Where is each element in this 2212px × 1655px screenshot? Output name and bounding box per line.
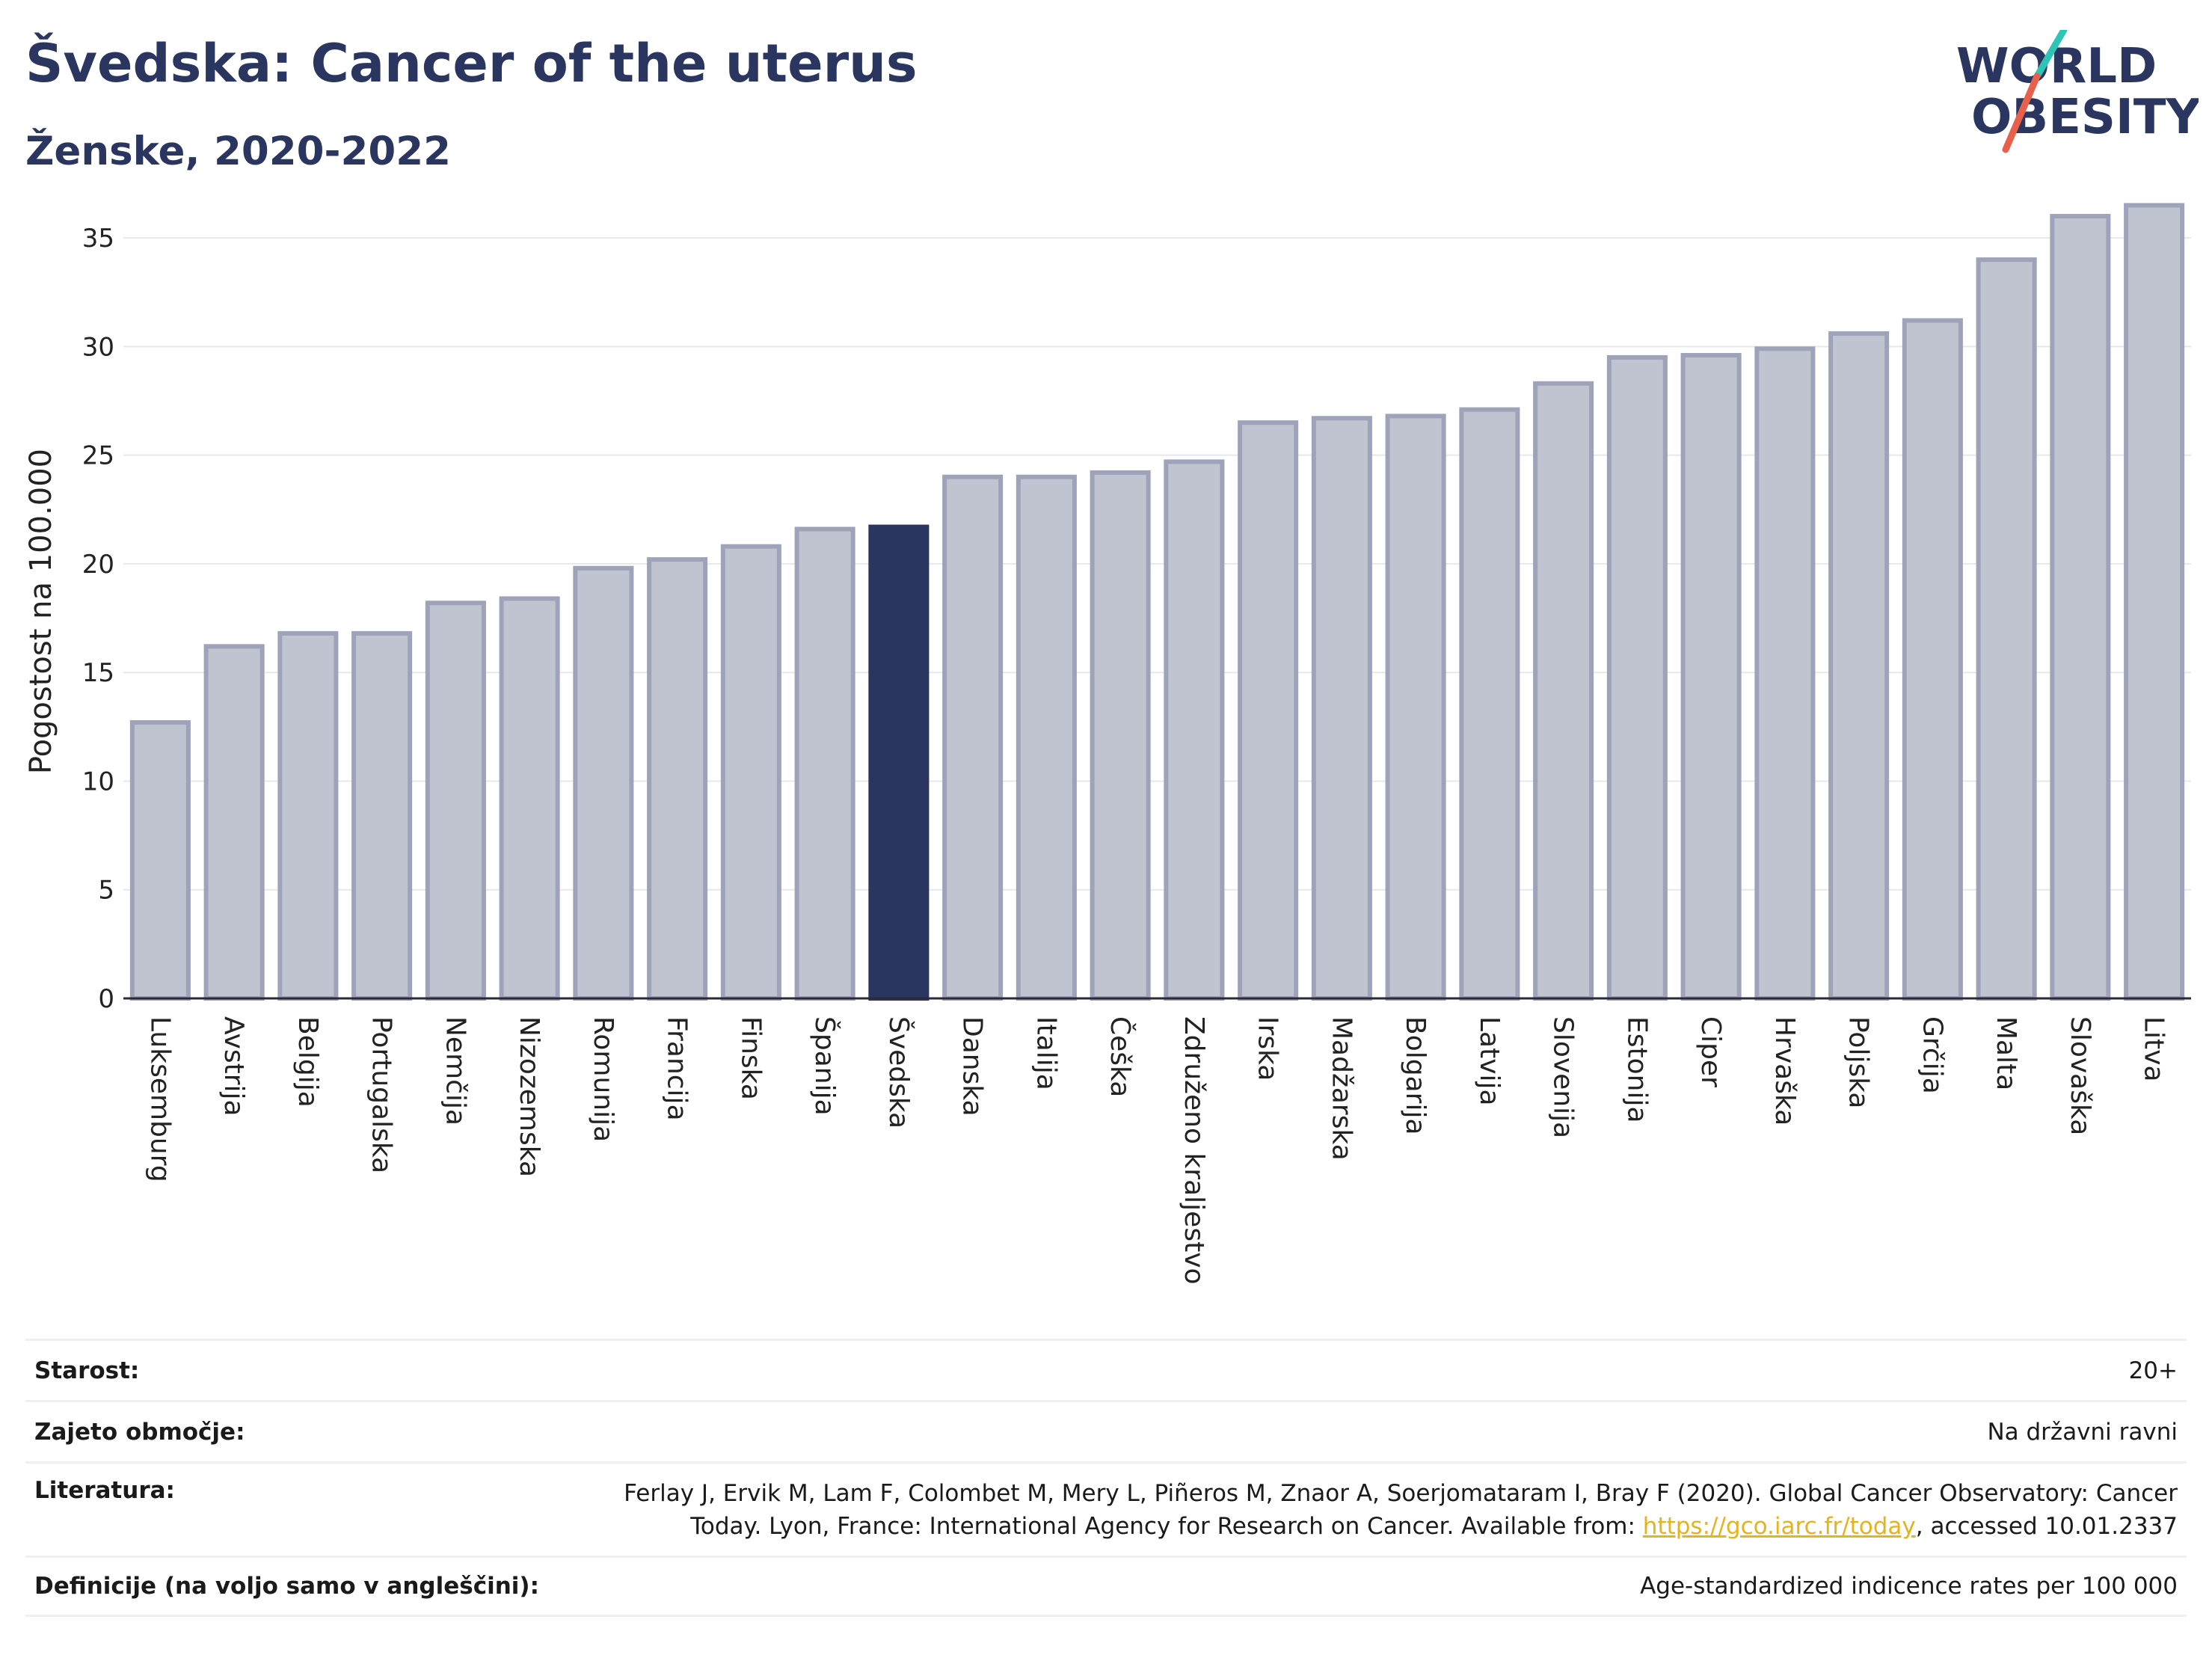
- bar-highlighted: [868, 524, 930, 1001]
- references-text-1: Ferlay J, Ervik M, Lam F, Colombet M, Me…: [624, 1480, 2178, 1540]
- bar: [2124, 203, 2185, 1001]
- bar: [351, 630, 413, 1001]
- y-axis-label: Pogostost na 100.000: [24, 449, 58, 774]
- bars: [129, 203, 2185, 1001]
- bar: [425, 601, 486, 1001]
- chart-title: Švedska: Cancer of the uterus: [25, 33, 918, 94]
- bar: [1902, 318, 1963, 1001]
- age-label: Starost:: [34, 1357, 140, 1384]
- logo-slash-teal: [2033, 30, 2068, 80]
- x-category-label: Latvija: [1474, 1016, 1505, 1106]
- x-category-labels: Luksemburg Avstrija Belgija Portugalska Nemč…: [144, 1016, 2169, 1285]
- references-value: Ferlay J, Ervik M, Lam F, Colombet M, Me…: [585, 1477, 2178, 1543]
- bar-chart: 0 5 10 15 20 25 30 35 Luksemburg Avstrija Belgija…: [24, 203, 2191, 1285]
- definitions-value: Age-standardized indicence rates per 100…: [1640, 1573, 2178, 1600]
- x-category-label: Bolgarija: [1400, 1016, 1431, 1135]
- x-category-label: Litva: [2139, 1016, 2169, 1082]
- y-tick-label: 30: [82, 332, 114, 362]
- bar: [647, 557, 708, 1001]
- bar: [1606, 354, 1668, 1001]
- bar: [1459, 407, 1520, 1001]
- bar: [2050, 214, 2111, 1001]
- info-row-coverage: Zajeto območje: Na državni ravni: [25, 1400, 2187, 1461]
- y-tick-labels: 0 5 10 15 20 25 30 35: [82, 224, 114, 1014]
- x-category-label: Združeno kraljestvo: [1179, 1016, 1209, 1285]
- y-tick-label: 15: [82, 658, 114, 688]
- x-category-label: Danska: [957, 1016, 988, 1117]
- bar: [499, 596, 560, 1001]
- bar: [1311, 416, 1372, 1001]
- info-row-references: Literatura: Ferlay J, Ervik M, Lam F, Co…: [25, 1461, 2187, 1556]
- bar: [1164, 459, 1225, 1001]
- x-category-label: Avstrija: [218, 1016, 249, 1117]
- bar: [203, 644, 265, 1001]
- y-tick-label: 20: [82, 550, 114, 580]
- x-category-label: Hrvaška: [1769, 1016, 1800, 1126]
- info-row-age: Starost: 20+: [25, 1339, 2187, 1400]
- info-table: Starost: 20+ Zajeto območje: Na državni …: [25, 1339, 2187, 1617]
- world-obesity-logo: WORLD OBESITY: [1956, 30, 2199, 153]
- bar: [1533, 381, 1594, 1001]
- x-category-label: Finska: [735, 1016, 766, 1100]
- x-category-label: Slovaška: [2065, 1016, 2095, 1135]
- x-category-label: Romunija: [588, 1016, 618, 1142]
- x-category-label: Belgija: [292, 1016, 323, 1108]
- x-category-label: Slovenija: [1548, 1016, 1579, 1138]
- x-category-label: Švedska: [883, 1016, 915, 1129]
- bar: [794, 526, 855, 1001]
- x-category-label: Grčija: [1917, 1016, 1947, 1094]
- y-tick-label: 10: [82, 767, 114, 796]
- x-category-label: Portugalska: [366, 1016, 397, 1173]
- age-value: 20+: [2128, 1357, 2178, 1384]
- bar: [277, 630, 339, 1001]
- x-category-label: Italija: [1030, 1016, 1061, 1090]
- bar: [573, 565, 634, 1001]
- x-category-label: Španija: [809, 1016, 841, 1116]
- x-category-label: Nemčija: [440, 1016, 470, 1126]
- bar: [129, 720, 191, 1001]
- x-category-label: Nizozemska: [514, 1016, 544, 1177]
- x-category-label: Francija: [662, 1016, 692, 1121]
- bar: [1828, 331, 1890, 1001]
- references-text-2: , accessed 10.01.2337: [1915, 1513, 2178, 1540]
- bar: [1680, 353, 1742, 1001]
- y-tick-label: 25: [82, 441, 114, 471]
- x-category-label: Češka: [1105, 1016, 1136, 1097]
- y-tick-label: 35: [82, 224, 114, 254]
- x-category-label: Estonija: [1621, 1016, 1652, 1123]
- bar: [1976, 257, 2037, 1001]
- x-category-label: Malta: [1991, 1016, 2021, 1090]
- info-row-definitions: Definicije (na voljo samo v angleščini):…: [25, 1556, 2187, 1617]
- bar: [1385, 414, 1446, 1001]
- definitions-label: Definicije (na voljo samo v angleščini):: [34, 1573, 539, 1600]
- x-category-label: Irska: [1253, 1016, 1283, 1081]
- references-label: Literatura:: [34, 1477, 175, 1504]
- x-category-label: Luksemburg: [144, 1016, 175, 1182]
- bar: [1754, 346, 1816, 1001]
- chart-subtitle: Ženske, 2020-2022: [25, 129, 452, 174]
- x-category-label: Madžarska: [1326, 1016, 1357, 1161]
- x-category-label: Poljska: [1843, 1016, 1874, 1109]
- logo-slash-red: [2002, 73, 2041, 153]
- coverage-label: Zajeto območje:: [34, 1418, 245, 1446]
- coverage-value: Na državni ravni: [1987, 1418, 2178, 1446]
- references-link[interactable]: https://gco.iarc.fr/today: [1642, 1513, 1916, 1540]
- bar: [942, 474, 1004, 1001]
- bar: [1238, 420, 1299, 1001]
- bar: [1090, 470, 1151, 1001]
- y-tick-label: 0: [98, 984, 114, 1014]
- bar: [720, 544, 781, 1001]
- x-category-label: Ciper: [1695, 1016, 1726, 1087]
- bar: [1016, 474, 1077, 1001]
- y-tick-label: 5: [98, 876, 114, 906]
